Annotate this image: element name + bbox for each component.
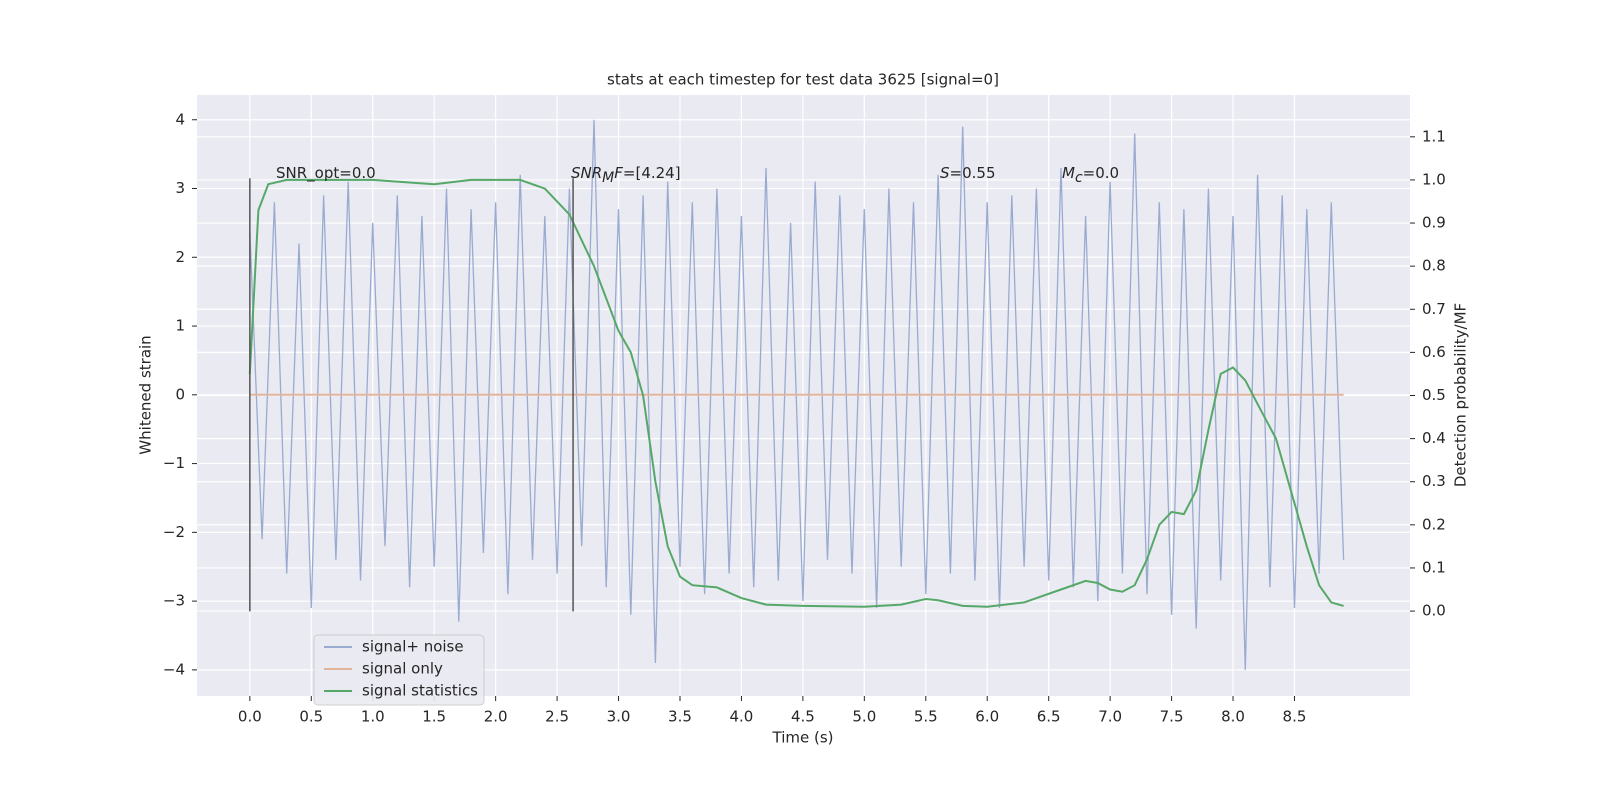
annotation-part: M xyxy=(1062,164,1075,182)
x-tick-label: 5.0 xyxy=(852,708,876,726)
annotation-part: =[4.24] xyxy=(623,164,681,182)
x-tick-label: 4.5 xyxy=(791,708,815,726)
y-tick-label: −1 xyxy=(163,454,185,472)
x-tick-label: 1.5 xyxy=(422,708,446,726)
annotation-part: F xyxy=(614,164,623,182)
y2-tick-label: 0.0 xyxy=(1422,602,1446,620)
x-tick-label: 6.0 xyxy=(975,708,999,726)
x-tick-label: 0.5 xyxy=(299,708,323,726)
y-tick-label: 2 xyxy=(175,248,185,266)
annotation: S=0.55 xyxy=(940,164,996,182)
y-tick-label: 1 xyxy=(175,317,185,335)
x-axis-label: Time (s) xyxy=(772,729,834,747)
annotation-part: M xyxy=(602,170,614,186)
annotation-part: SNR_opt=0.0 xyxy=(276,164,376,183)
x-tick-label: 8.5 xyxy=(1283,708,1307,726)
annotation-part: =0.0 xyxy=(1083,164,1119,182)
annotation: SNR_opt=0.0 xyxy=(276,164,376,183)
x-tick-label: 0.0 xyxy=(238,708,262,726)
y2-tick-label: 0.5 xyxy=(1422,386,1446,404)
legend-label: signal+ noise xyxy=(362,638,464,656)
annotation-part: c xyxy=(1075,170,1083,186)
y2-tick-label: 0.8 xyxy=(1422,257,1446,275)
y-tick-label: 3 xyxy=(175,179,185,197)
annotation-part: SNR xyxy=(571,164,602,182)
y2-tick-label: 1.0 xyxy=(1422,170,1446,188)
x-tick-label: 1.0 xyxy=(361,708,385,726)
series-line xyxy=(248,178,1344,608)
x-tick-label: 2.5 xyxy=(545,708,569,726)
y-tick-label: −4 xyxy=(163,660,185,678)
y-axis-label: Whitened strain xyxy=(137,335,155,454)
annotation: Mc=0.0 xyxy=(1062,164,1119,187)
y2-tick-label: 0.6 xyxy=(1422,343,1446,361)
y2-tick-label: 0.2 xyxy=(1422,515,1446,533)
y2-axis-label: Detection probability/MF xyxy=(1452,303,1470,487)
y-tick-label: 0 xyxy=(175,385,185,403)
x-tick-label: 3.5 xyxy=(668,708,692,726)
y2-tick-label: 0.3 xyxy=(1422,472,1446,490)
annotation-part: =0.55 xyxy=(950,164,996,182)
annotation: SNRMF=[4.24] xyxy=(571,164,681,187)
annotation-part: S xyxy=(940,164,950,182)
y-tick-label: 4 xyxy=(175,110,185,128)
y2-tick-label: 0.9 xyxy=(1422,214,1446,232)
y2-tick-label: 0.1 xyxy=(1422,558,1446,576)
x-tick-label: 7.5 xyxy=(1160,708,1184,726)
legend-box xyxy=(313,634,485,706)
series-line xyxy=(249,119,1345,670)
x-tick-label: 3.0 xyxy=(607,708,631,726)
y2-tick-label: 0.4 xyxy=(1422,429,1446,447)
x-tick-label: 8.0 xyxy=(1221,708,1245,726)
legend-label: signal only xyxy=(362,660,443,678)
y-tick-label: −2 xyxy=(163,523,185,541)
chart-title: stats at each timestep for test data 362… xyxy=(607,71,999,89)
legend-label: signal statistics xyxy=(362,682,478,700)
x-tick-label: 7.0 xyxy=(1098,708,1122,726)
y2-tick-label: 0.7 xyxy=(1422,300,1446,318)
x-tick-label: 6.5 xyxy=(1037,708,1061,726)
y-tick-label: −3 xyxy=(163,592,185,610)
x-tick-label: 4.0 xyxy=(730,708,754,726)
x-tick-label: 2.0 xyxy=(484,708,508,726)
y2-tick-label: 1.1 xyxy=(1422,127,1446,145)
x-tick-label: 5.5 xyxy=(914,708,938,726)
